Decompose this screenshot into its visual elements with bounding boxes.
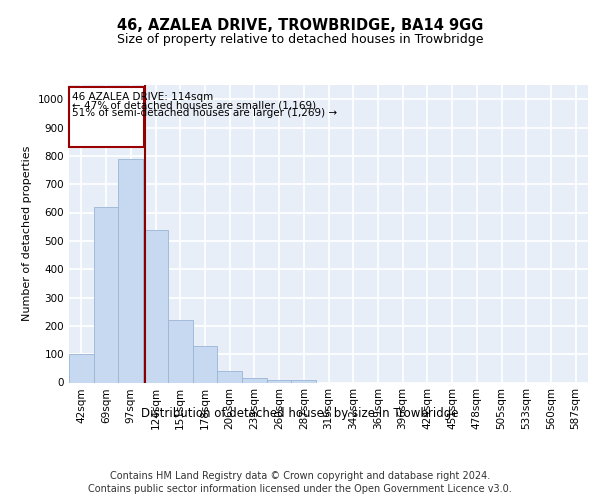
Bar [292, 380, 316, 382]
Text: Distribution of detached houses by size in Trowbridge: Distribution of detached houses by size … [141, 408, 459, 420]
Text: Contains HM Land Registry data © Crown copyright and database right 2024.: Contains HM Land Registry data © Crown c… [110, 471, 490, 481]
Bar [118, 158, 143, 382]
Bar [217, 371, 242, 382]
Bar [242, 378, 267, 382]
Text: Contains public sector information licensed under the Open Government Licence v3: Contains public sector information licen… [88, 484, 512, 494]
Bar [94, 207, 118, 382]
Bar [267, 380, 292, 382]
Bar [193, 346, 217, 383]
Bar [168, 320, 193, 382]
FancyBboxPatch shape [70, 88, 145, 148]
Text: 51% of semi-detached houses are larger (1,269) →: 51% of semi-detached houses are larger (… [73, 108, 338, 118]
Bar [143, 230, 168, 382]
Text: 46, AZALEA DRIVE, TROWBRIDGE, BA14 9GG: 46, AZALEA DRIVE, TROWBRIDGE, BA14 9GG [117, 18, 483, 32]
Text: 46 AZALEA DRIVE: 114sqm: 46 AZALEA DRIVE: 114sqm [73, 92, 214, 102]
Y-axis label: Number of detached properties: Number of detached properties [22, 146, 32, 322]
Text: ← 47% of detached houses are smaller (1,169): ← 47% of detached houses are smaller (1,… [73, 100, 317, 110]
Text: Size of property relative to detached houses in Trowbridge: Size of property relative to detached ho… [117, 32, 483, 46]
Bar [69, 354, 94, 382]
